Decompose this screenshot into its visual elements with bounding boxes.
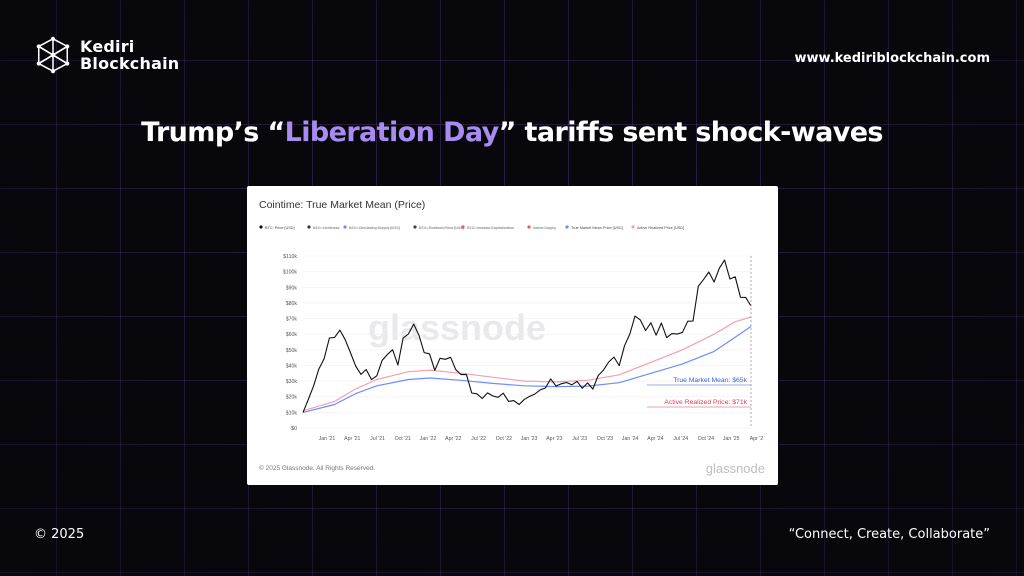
legend-swatch	[413, 225, 417, 229]
chart-title: Cointime: True Market Mean (Price)	[259, 199, 425, 211]
x-tick-label: Jul '23	[572, 436, 587, 442]
x-tick-label: Jan '21	[319, 436, 336, 442]
y-tick-label: $20k	[286, 395, 298, 401]
annotation-label: True Market Mean: $65k	[673, 377, 747, 384]
x-tick-label: Oct '22	[496, 436, 512, 442]
x-tick-label: Apr '23	[546, 436, 562, 442]
legend-swatch	[461, 225, 465, 229]
network-polyhedron-icon	[36, 36, 70, 74]
brand-name: Kediri Blockchain	[80, 38, 179, 72]
series-line	[302, 325, 752, 413]
chart-series	[302, 259, 752, 413]
website-link[interactable]: www.kediriblockchain.com	[794, 51, 991, 66]
legend-swatch	[343, 225, 347, 229]
y-tick-label: $80k	[286, 301, 298, 307]
y-tick-label: $60k	[286, 332, 298, 338]
y-tick-label: $90k	[286, 285, 298, 291]
y-tick-label: $70k	[286, 317, 298, 323]
x-tick-label: Oct '21	[395, 436, 411, 442]
x-tick-label: Apr '24	[647, 436, 663, 442]
y-axis-ticks: $0 $10k $20k $30k $40k $50k $60k $70k $80k $90k $1…	[283, 254, 298, 432]
glassnode-brand-mark: glassnode	[706, 461, 765, 476]
legend-item: BTC: Circulating Supply [BTC]	[349, 226, 400, 230]
legend-item: BTC: Liveliness	[313, 226, 339, 230]
y-tick-label: $110k	[283, 254, 297, 260]
x-tick-label: Jul '21	[370, 436, 385, 442]
legend-item: True Market Mean Price [USD]	[571, 226, 623, 230]
headline-highlight: Liberation Day	[284, 117, 500, 148]
y-tick-label: $50k	[286, 348, 298, 354]
brand-name-line2: Blockchain	[80, 54, 180, 73]
headline: Trump’s “Liberation Day” tariffs sent sh…	[0, 117, 1024, 148]
y-tick-label: $40k	[286, 363, 298, 369]
legend-swatch	[527, 225, 531, 229]
headline-after: ” tariffs sent shock-waves	[498, 117, 884, 148]
headline-before: Trump’s “	[141, 117, 285, 148]
legend-item: BTC: Realized Price [USD]	[419, 226, 464, 230]
y-tick-label: $100k	[283, 270, 298, 276]
tagline: “Connect, Create, Collaborate”	[788, 527, 990, 542]
x-tick-label: Jul '24	[673, 436, 688, 442]
legend-swatch	[631, 225, 635, 229]
y-tick-label: $0	[291, 426, 297, 432]
chart-svg: Cointime: True Market Mean (Price) BTC: …	[259, 199, 765, 476]
y-tick-label: $10k	[286, 410, 298, 416]
x-tick-label: Jul '22	[471, 436, 486, 442]
legend-item: BTC: Price [USD]	[265, 226, 295, 230]
legend-swatch	[565, 225, 569, 229]
chart-grid	[303, 255, 751, 429]
legend-item: BTC: Investor Capitalization	[467, 226, 514, 230]
x-axis-ticks: Jan '21 Apr '21 Jul '21 Oct '21 Jan '22 Apr '…	[319, 436, 764, 442]
x-tick-label: Oct '24	[698, 436, 714, 442]
annotation-label: Active Realized Price: $71k	[664, 399, 747, 406]
brand-name-line1: Kediri	[80, 37, 135, 56]
x-tick-label: Jan '22	[420, 436, 437, 442]
series-line	[302, 259, 752, 413]
brand-logo[interactable]: Kediri Blockchain	[34, 36, 179, 74]
x-tick-label: Oct '23	[597, 436, 613, 442]
legend-swatch	[259, 225, 263, 229]
copyright: © 2025	[34, 527, 85, 542]
series-line	[302, 316, 752, 412]
legend-item: Active Supply	[533, 226, 556, 230]
chart-watermark: glassnode	[368, 307, 546, 348]
chart-legend: BTC: Price [USD] BTC: Liveliness BTC: Circ…	[259, 225, 684, 230]
x-tick-label: Apr '22	[445, 436, 461, 442]
x-tick-label: Apr '2	[750, 436, 764, 442]
x-tick-label: Jan '24	[622, 436, 639, 442]
legend-swatch	[307, 225, 311, 229]
y-tick-label: $30k	[286, 379, 298, 385]
chart-copyright: © 2025 Glassnode. All Rights Reserved.	[259, 464, 375, 472]
x-tick-label: Jan '23	[521, 436, 538, 442]
x-tick-label: Apr '21	[344, 436, 360, 442]
x-tick-label: Jan '25	[723, 436, 740, 442]
legend-item: Active Realized Price [USD]	[637, 226, 684, 230]
chart-annotations: True Market Mean: $65k Active Realized Pr…	[647, 377, 751, 408]
chart-card: Cointime: True Market Mean (Price) BTC: …	[247, 186, 778, 485]
